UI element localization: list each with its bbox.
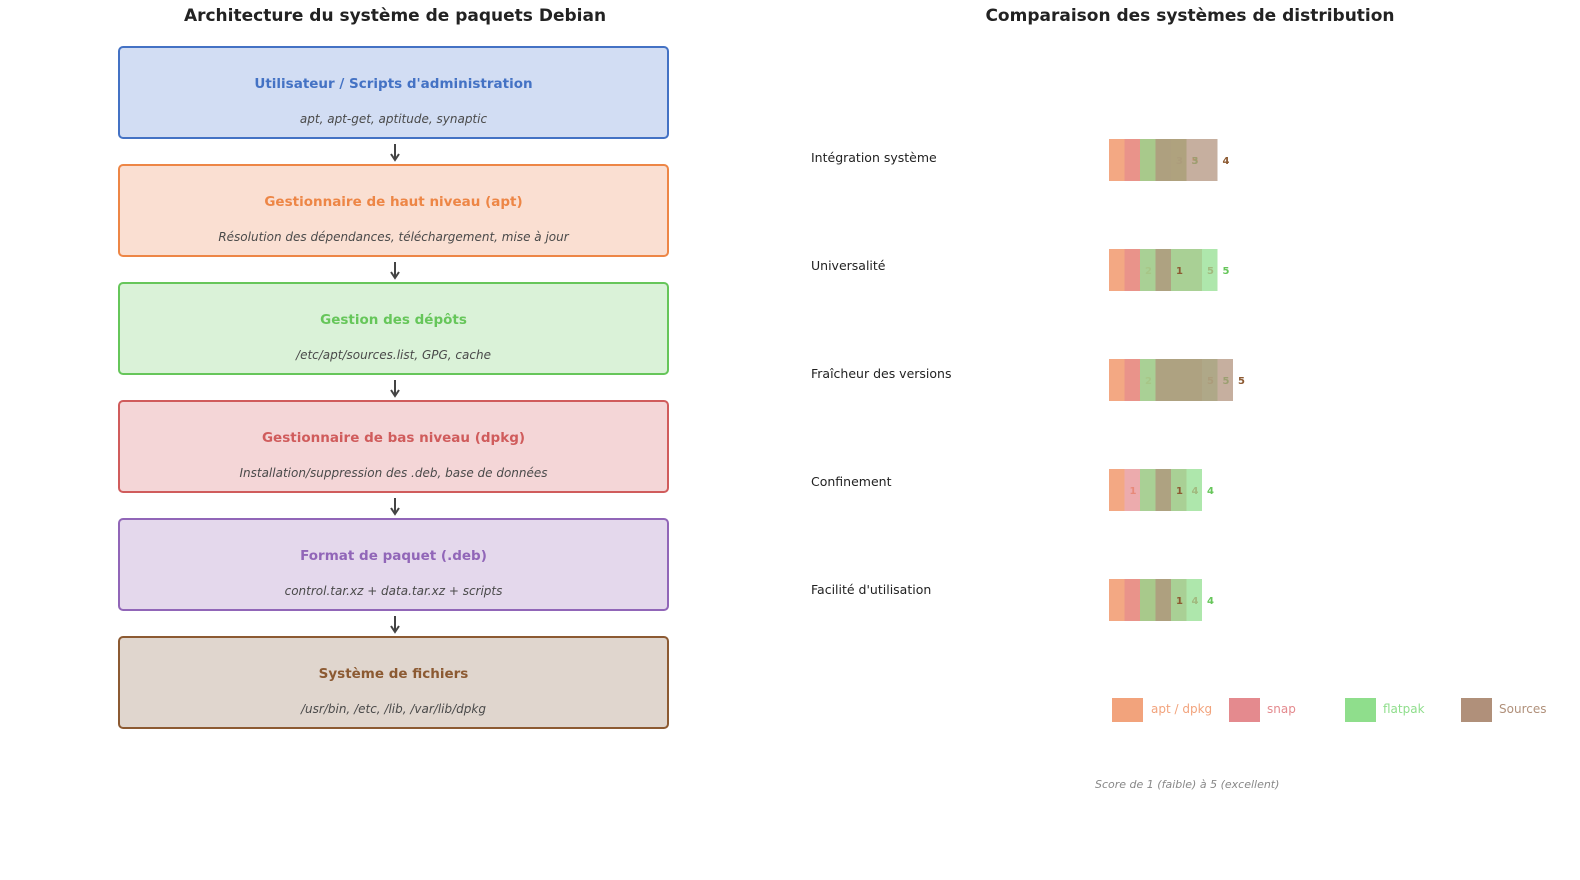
layer-filesystem: Système de fichiers /usr/bin, /etc, /lib… bbox=[118, 636, 669, 729]
layer-high-level-manager: Gestionnaire de haut niveau (apt) Résolu… bbox=[118, 164, 669, 257]
category-label: Confinement bbox=[811, 474, 892, 489]
layer-package-format: Format de paquet (.deb) control.tar.xz +… bbox=[118, 518, 669, 611]
chart-title: Comparaison des systèmes de distribution bbox=[985, 6, 1395, 26]
diagram-title: Architecture du système de paquets Debia… bbox=[183, 6, 607, 26]
legend-swatch-snap bbox=[1229, 698, 1260, 722]
category-label: Universalité bbox=[811, 258, 886, 273]
layer-low-level-manager: Gestionnaire de bas niveau (dpkg) Instal… bbox=[118, 400, 669, 493]
bar-apt-dpkg-1 bbox=[1109, 249, 1140, 291]
layer-user-scripts: Utilisateur / Scripts d'administration a… bbox=[118, 46, 669, 139]
bar-value-label: 4 bbox=[1207, 486, 1214, 497]
layer-title: Système de fichiers bbox=[318, 666, 469, 682]
bar-value-label: 2 bbox=[1145, 266, 1152, 277]
layer-subtitle: /etc/apt/sources.list, GPG, cache bbox=[296, 348, 491, 362]
bar-value-label: 5 bbox=[1207, 266, 1214, 277]
bar-value-label: 1 bbox=[1176, 596, 1183, 607]
bar-value-label: 5 bbox=[1223, 376, 1230, 387]
layer-title: Gestion des dépôts bbox=[320, 312, 467, 328]
layer-title: Gestionnaire de bas niveau (dpkg) bbox=[261, 430, 526, 446]
bar-value-label: 4 bbox=[1207, 596, 1214, 607]
bar-apt-dpkg-2 bbox=[1109, 359, 1140, 401]
bar-value-label: 1 bbox=[1130, 486, 1137, 497]
bar-sources-1 bbox=[1155, 249, 1171, 291]
bar-value-label: 4 bbox=[1176, 596, 1183, 607]
layer-subtitle: control.tar.xz + data.tar.xz + scripts bbox=[284, 584, 503, 598]
bar-apt-dpkg-4 bbox=[1109, 579, 1171, 621]
arrow-down-icon bbox=[390, 144, 400, 162]
bar-flatpak-3 bbox=[1140, 469, 1202, 511]
category-label: Intégration système bbox=[811, 150, 937, 165]
score-footnote: Score de 1 (faible) à 5 (excellent) bbox=[1095, 778, 1280, 791]
bar-snap-2 bbox=[1124, 359, 1202, 401]
bar-value-label: 3 bbox=[1192, 156, 1199, 167]
bar-sources-4 bbox=[1155, 579, 1171, 621]
bar-value-label: 5 bbox=[1223, 266, 1230, 277]
legend-swatch-sources bbox=[1461, 698, 1492, 722]
layer-subtitle: /usr/bin, /etc, /lib, /var/lib/dpkg bbox=[301, 702, 486, 716]
category-label: Facilité d'utilisation bbox=[811, 582, 932, 597]
layer-subtitle: apt, apt-get, aptitude, synaptic bbox=[299, 112, 488, 126]
bar-apt-dpkg-0 bbox=[1109, 139, 1187, 181]
bar-flatpak-2 bbox=[1140, 359, 1218, 401]
legend-swatch-apt bbox=[1112, 698, 1143, 722]
bar-sources-2 bbox=[1155, 359, 1233, 401]
arrow-down-icon bbox=[390, 262, 400, 280]
bar-sources-0 bbox=[1155, 139, 1218, 181]
bar-value-label: 5 bbox=[1192, 156, 1199, 167]
bar-value-label: 5 bbox=[1238, 376, 1245, 387]
layer-subtitle: Installation/suppression des .deb, base … bbox=[239, 466, 548, 480]
bar-value-label: 1 bbox=[1176, 266, 1183, 277]
bar-value-label: 4 bbox=[1223, 156, 1230, 167]
bar-snap-3 bbox=[1124, 469, 1187, 511]
legend-label-apt: apt / dpkg bbox=[1151, 702, 1213, 716]
bar-value-label: 4 bbox=[1192, 596, 1199, 607]
bar-flatpak-0 bbox=[1140, 139, 1187, 181]
arrow-down-icon bbox=[390, 498, 400, 516]
bar-value-label: 3 bbox=[1176, 156, 1183, 167]
legend-label-sources: Sources bbox=[1499, 702, 1547, 716]
legend-label-flatpak: flatpak bbox=[1383, 702, 1425, 716]
legend-label-snap: snap bbox=[1267, 702, 1296, 716]
layer-title: Utilisateur / Scripts d'administration bbox=[254, 76, 533, 92]
legend-swatch-flatpak bbox=[1345, 698, 1376, 722]
bar-snap-1 bbox=[1124, 249, 1202, 291]
bar-snap-0 bbox=[1124, 139, 1171, 181]
bar-flatpak-4 bbox=[1140, 579, 1202, 621]
layer-subtitle: Résolution des dépendances, téléchargeme… bbox=[218, 230, 569, 244]
bar-value-label: 5 bbox=[1207, 376, 1214, 387]
arrow-down-icon bbox=[390, 616, 400, 634]
layer-title: Gestionnaire de haut niveau (apt) bbox=[264, 194, 523, 210]
arrow-down-icon bbox=[390, 380, 400, 398]
category-label: Fraîcheur des versions bbox=[811, 366, 952, 381]
bar-sources-3 bbox=[1155, 469, 1171, 511]
bar-value-label: 1 bbox=[1176, 486, 1183, 497]
bar-snap-4 bbox=[1124, 579, 1187, 621]
bar-value-label: 4 bbox=[1192, 486, 1199, 497]
layer-repositories: Gestion des dépôts /etc/apt/sources.list… bbox=[118, 282, 669, 375]
bar-value-label: 2 bbox=[1145, 376, 1152, 387]
bar-apt-dpkg-3 bbox=[1109, 469, 1125, 511]
layer-title: Format de paquet (.deb) bbox=[300, 548, 487, 564]
bar-flatpak-1 bbox=[1140, 249, 1218, 291]
